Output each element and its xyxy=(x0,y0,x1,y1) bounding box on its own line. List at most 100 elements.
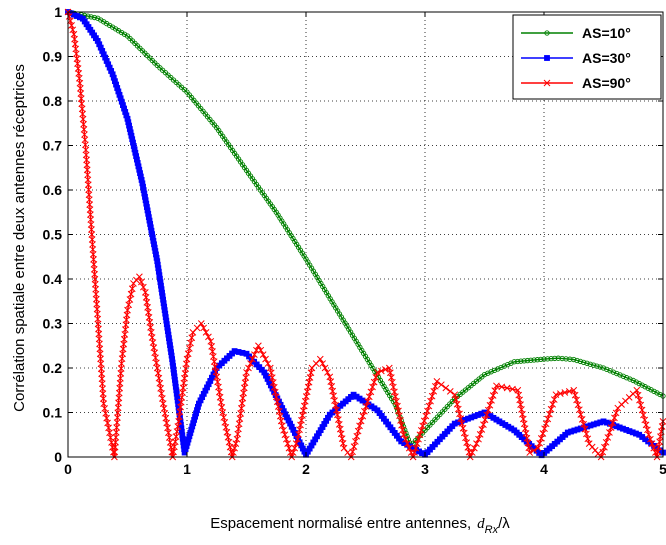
series-1-marker xyxy=(498,364,504,371)
x-tick-label: 3 xyxy=(421,461,429,477)
series-3-marker xyxy=(413,440,421,448)
series-3-marker xyxy=(289,449,297,456)
series-3-marker xyxy=(136,273,143,281)
series-3-marker xyxy=(243,369,250,376)
series-3-marker xyxy=(571,391,579,399)
series-3-marker xyxy=(433,377,441,385)
series-1-marker xyxy=(508,360,514,366)
y-tick-label: 0.3 xyxy=(43,316,63,332)
x-axis-title-subscript: Rx xyxy=(485,524,499,536)
y-axis-title: Corrélation spatiale entre deux antennes… xyxy=(11,64,28,412)
series-3-marker xyxy=(281,431,289,439)
series-3-marker xyxy=(183,355,191,363)
series-3-marker xyxy=(417,426,425,434)
series-3-marker xyxy=(526,449,534,456)
series-3-marker xyxy=(640,411,647,419)
series-3-marker xyxy=(357,417,365,425)
series-1-marker xyxy=(648,387,654,393)
series-3-marker xyxy=(602,438,610,446)
series-3-marker xyxy=(262,355,269,363)
series-3-marker xyxy=(292,440,300,448)
series-1-marker xyxy=(614,370,620,377)
series-3-marker xyxy=(69,26,77,34)
y-tick-label: 1 xyxy=(54,4,62,20)
y-tick-label: 0.5 xyxy=(43,227,63,243)
series-3-marker xyxy=(353,432,361,440)
series-1-marker xyxy=(504,361,511,368)
series-3-marker xyxy=(321,364,329,372)
series-1-marker xyxy=(590,362,597,368)
series-3-marker xyxy=(291,444,299,452)
series-1-marker xyxy=(555,355,561,361)
series-1-marker xyxy=(627,376,633,382)
series-1-marker xyxy=(657,391,663,398)
series-3-marker xyxy=(580,420,587,428)
series-1-marker xyxy=(610,369,617,375)
x-axis-title-slash: / xyxy=(498,515,503,532)
series-3-marker xyxy=(197,320,205,327)
series-1-marker xyxy=(521,358,527,364)
x-axis-title-d: d xyxy=(477,516,485,532)
series-3-marker xyxy=(378,367,385,375)
series-1-marker xyxy=(88,14,94,20)
series-3-marker xyxy=(536,439,544,447)
x-axis-title-lambda: λ xyxy=(502,515,510,532)
series-3-marker xyxy=(534,444,542,452)
y-tick-label: 0 xyxy=(54,449,62,465)
series-3-marker xyxy=(609,419,617,427)
series-1-marker xyxy=(91,14,98,21)
series-1-marker xyxy=(645,385,651,391)
series-3-marker xyxy=(478,426,486,433)
series-1-marker xyxy=(495,366,501,372)
series-1-marker xyxy=(617,372,623,378)
series-3 xyxy=(64,8,666,461)
series-3-marker xyxy=(481,416,489,424)
x-axis-title: Espacement normalisé entre antennes, dRx/… xyxy=(210,515,510,536)
series-3-marker xyxy=(255,342,262,350)
series-3-marker xyxy=(65,13,73,20)
series-1-marker xyxy=(607,368,613,374)
series-3-marker xyxy=(412,444,420,452)
series-1-marker xyxy=(620,373,626,379)
series-1-marker xyxy=(642,384,648,390)
legend-label-1: AS=10° xyxy=(582,25,631,41)
series-1-marker xyxy=(481,372,488,378)
series-3-marker xyxy=(225,438,233,446)
series-3-marker xyxy=(606,429,613,436)
series-3-marker xyxy=(541,425,548,433)
series-3-marker xyxy=(471,444,478,452)
y-tick-label: 0.4 xyxy=(43,271,63,287)
series-1-marker xyxy=(501,363,507,369)
series-3-marker xyxy=(222,423,230,431)
series-3-marker xyxy=(245,364,252,372)
series-3-marker xyxy=(475,435,482,443)
series-3-marker xyxy=(127,290,135,298)
series-3-marker xyxy=(547,405,555,413)
series-3-marker xyxy=(264,360,272,367)
series-1-marker xyxy=(623,375,630,381)
x-axis-title-text: Espacement normalisé entre antennes, xyxy=(210,515,471,532)
series-3-marker xyxy=(581,425,589,433)
series-3-marker xyxy=(446,388,454,395)
series-3-marker xyxy=(648,440,656,448)
series-3-marker xyxy=(230,449,237,456)
series-3-marker xyxy=(259,351,267,359)
series-3-marker xyxy=(219,409,227,416)
series-3-marker xyxy=(232,440,240,448)
series-3-marker xyxy=(367,388,375,396)
x-tick-label: 2 xyxy=(302,461,310,477)
series-3-marker xyxy=(420,417,428,425)
series-3-marker xyxy=(636,396,643,404)
series-3-marker xyxy=(372,373,380,381)
series-1-marker xyxy=(514,358,521,365)
series-1-marker xyxy=(574,357,580,364)
series-layer xyxy=(64,8,666,461)
series-1-marker xyxy=(541,356,547,362)
x-tick-label: 4 xyxy=(540,461,548,477)
series-1-marker xyxy=(544,356,551,362)
series-3-marker xyxy=(359,412,367,420)
series-3-marker xyxy=(282,435,290,443)
series-3-marker xyxy=(584,435,592,443)
